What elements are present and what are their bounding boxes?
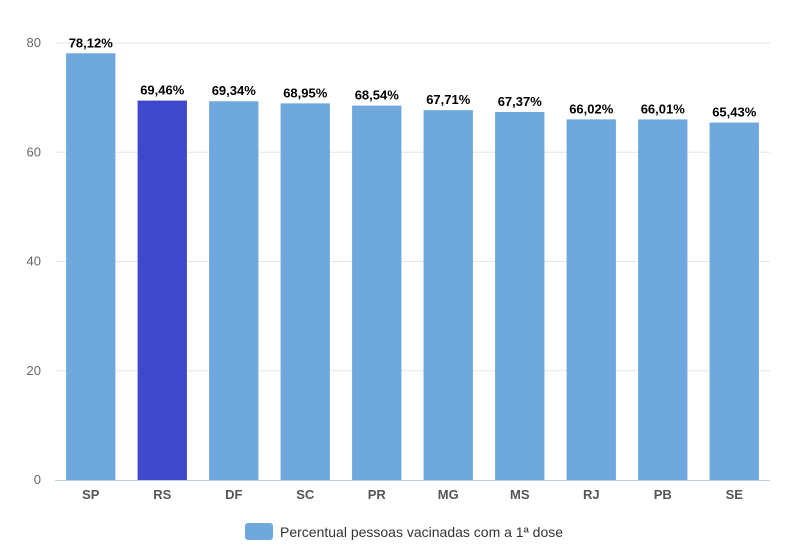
x-tick-label-rj: RJ [583, 487, 600, 502]
legend-label[interactable]: Percentual pessoas vacinadas com a 1ª do… [280, 524, 563, 540]
bar-df[interactable] [209, 101, 259, 480]
data-label-df: 69,34% [212, 83, 257, 98]
x-tick-label-sp: SP [82, 487, 100, 502]
data-labels: 78,12% 69,46% 69,34% 68,95% 68,54% 67,71% 67,3… [69, 35, 757, 119]
data-label-ms: 67,37% [498, 94, 543, 109]
bar-rs[interactable] [137, 100, 187, 480]
x-axis-ticks: SP RS DF SC PR MG MS RJ PB SE [82, 487, 743, 502]
legend-swatch[interactable] [245, 523, 273, 540]
bar-pb[interactable] [638, 119, 688, 480]
bar-sc[interactable] [280, 103, 330, 480]
legend[interactable]: Percentual pessoas vacinadas com a 1ª do… [245, 523, 563, 540]
x-tick-label-mg: MG [438, 487, 459, 502]
y-tick-label: 20 [27, 363, 41, 378]
bar-sp[interactable] [66, 53, 116, 480]
x-tick-label-pr: PR [368, 487, 387, 502]
bar-mg[interactable] [423, 110, 473, 480]
data-label-sp: 78,12% [69, 35, 114, 50]
x-tick-label-rs: RS [153, 487, 171, 502]
bar-se[interactable] [709, 122, 759, 480]
x-tick-label-df: DF [225, 487, 242, 502]
bar-ms[interactable] [495, 111, 545, 480]
x-tick-label-ms: MS [510, 487, 530, 502]
data-label-rs: 69,46% [140, 83, 185, 98]
bar-rj[interactable] [566, 119, 616, 480]
data-label-se: 65,43% [712, 105, 757, 120]
data-label-mg: 67,71% [426, 92, 471, 107]
data-label-sc: 68,95% [283, 85, 328, 100]
data-label-pr: 68,54% [355, 88, 400, 103]
y-tick-label: 80 [27, 35, 41, 50]
x-tick-label-pb: PB [654, 487, 672, 502]
x-tick-label-sc: SC [296, 487, 315, 502]
y-tick-label: 40 [27, 254, 41, 269]
y-tick-label: 0 [34, 472, 41, 487]
data-label-rj: 66,02% [569, 101, 614, 116]
y-tick-label: 60 [27, 144, 41, 159]
bars [66, 53, 759, 480]
y-axis-ticks: 0 20 40 60 80 [27, 35, 41, 487]
x-tick-label-se: SE [726, 487, 744, 502]
bar-pr[interactable] [352, 105, 402, 480]
data-label-pb: 66,01% [641, 101, 686, 116]
